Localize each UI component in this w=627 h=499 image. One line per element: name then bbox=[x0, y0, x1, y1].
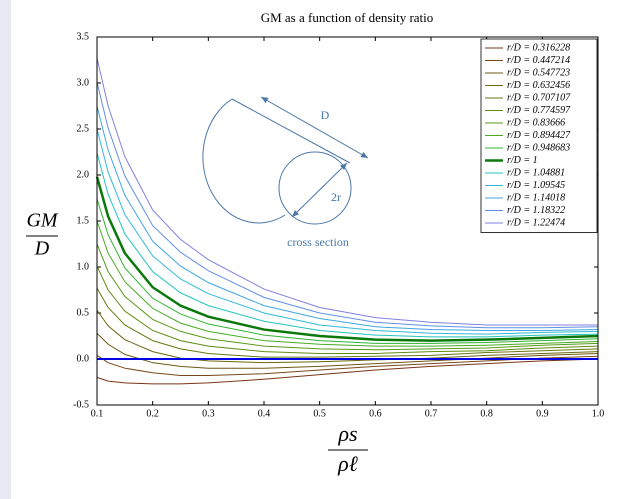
side-strip bbox=[0, 0, 11, 499]
x-tick-label: 0.7 bbox=[425, 408, 438, 419]
x-tick-label: 0.3 bbox=[202, 408, 215, 419]
series-line bbox=[96, 58, 598, 326]
x-label-den: ρℓ bbox=[337, 451, 359, 476]
x-tick-label: 0.6 bbox=[369, 408, 382, 419]
cylinder-edge bbox=[231, 98, 351, 164]
cross-section-circle bbox=[278, 151, 352, 225]
inset-diagram: D 2r cross section bbox=[202, 96, 369, 249]
x-tick-label: 0.2 bbox=[146, 408, 159, 419]
y-label-num: GM bbox=[26, 210, 58, 232]
series-line bbox=[96, 152, 599, 338]
y-tick-label: 3.0 bbox=[77, 77, 90, 88]
y-tick-label: 2.5 bbox=[77, 123, 90, 134]
annotation: 2r bbox=[331, 190, 341, 204]
series-line bbox=[96, 128, 599, 335]
x-tick-label: 0.4 bbox=[258, 408, 271, 419]
x-tick-label: 0.5 bbox=[313, 408, 326, 419]
x-tick-label: 0.1 bbox=[91, 408, 104, 419]
annotation: cross section bbox=[287, 235, 349, 249]
legend-label: r/D = 1.18322 bbox=[507, 205, 565, 216]
series-line bbox=[96, 354, 599, 377]
legend-label: r/D = 0.83666 bbox=[507, 117, 565, 128]
legend-label: r/D = 1.22474 bbox=[507, 217, 565, 228]
y-tick-label: 0.5 bbox=[77, 307, 90, 318]
series-line bbox=[95, 176, 599, 342]
cylinder-back bbox=[202, 98, 286, 224]
legend-label: r/D = 0.948683 bbox=[507, 142, 570, 153]
legend-label: r/D = 0.774597 bbox=[507, 105, 571, 116]
legend-label: r/D = 1.14018 bbox=[507, 192, 565, 203]
y-label: GM D bbox=[26, 210, 59, 260]
series-line bbox=[96, 309, 599, 364]
y-tick-label: 0.0 bbox=[77, 353, 90, 364]
legend-label: r/D = 0.547723 bbox=[507, 67, 570, 78]
y-tick-label: -0.5 bbox=[73, 399, 89, 410]
y-tick-label: 1.0 bbox=[77, 261, 90, 272]
series-line bbox=[96, 265, 599, 354]
y-tick-label: 2.0 bbox=[77, 169, 90, 180]
annotation: D bbox=[321, 108, 330, 122]
series-line bbox=[96, 243, 599, 351]
series-line bbox=[96, 81, 599, 329]
series-line bbox=[96, 105, 599, 331]
x-label-num: ρs bbox=[337, 421, 357, 446]
legend-label: r/D = 0.632456 bbox=[507, 80, 570, 91]
legend-label: r/D = 1 bbox=[507, 155, 538, 166]
series-line bbox=[96, 220, 599, 347]
legend-label: r/D = 1.04881 bbox=[507, 167, 565, 178]
diameter-arrow bbox=[291, 162, 348, 218]
legend-label: r/D = 0.707107 bbox=[507, 92, 571, 103]
series-line bbox=[96, 358, 599, 385]
x-tick-label: 0.8 bbox=[480, 408, 493, 419]
series-line bbox=[96, 287, 599, 358]
length-arrow bbox=[260, 96, 369, 159]
legend-label: r/D = 1.09545 bbox=[507, 180, 565, 191]
y-label-den: D bbox=[34, 238, 50, 260]
legend-label: r/D = 0.316228 bbox=[507, 42, 570, 53]
y-tick-label: 1.5 bbox=[77, 215, 90, 226]
chart-title: GM as a function of density ratio bbox=[261, 10, 434, 25]
x-tick-label: 0.9 bbox=[536, 408, 549, 419]
series-line bbox=[96, 198, 599, 344]
legend-label: r/D = 0.447214 bbox=[507, 55, 570, 66]
x-label: ρs ρℓ bbox=[328, 421, 368, 476]
plot-frame bbox=[96, 36, 599, 406]
plot: -0.5 0.0 0.5 1.0 1.5 2.0 2.5 3.0 3.5 0.1 0.2 0.3 0.4… bbox=[73, 31, 604, 419]
x-tick-label: 1.0 bbox=[592, 408, 605, 419]
legend-label: r/D = 0.894427 bbox=[507, 130, 571, 141]
y-tick-label: 3.5 bbox=[77, 31, 90, 42]
